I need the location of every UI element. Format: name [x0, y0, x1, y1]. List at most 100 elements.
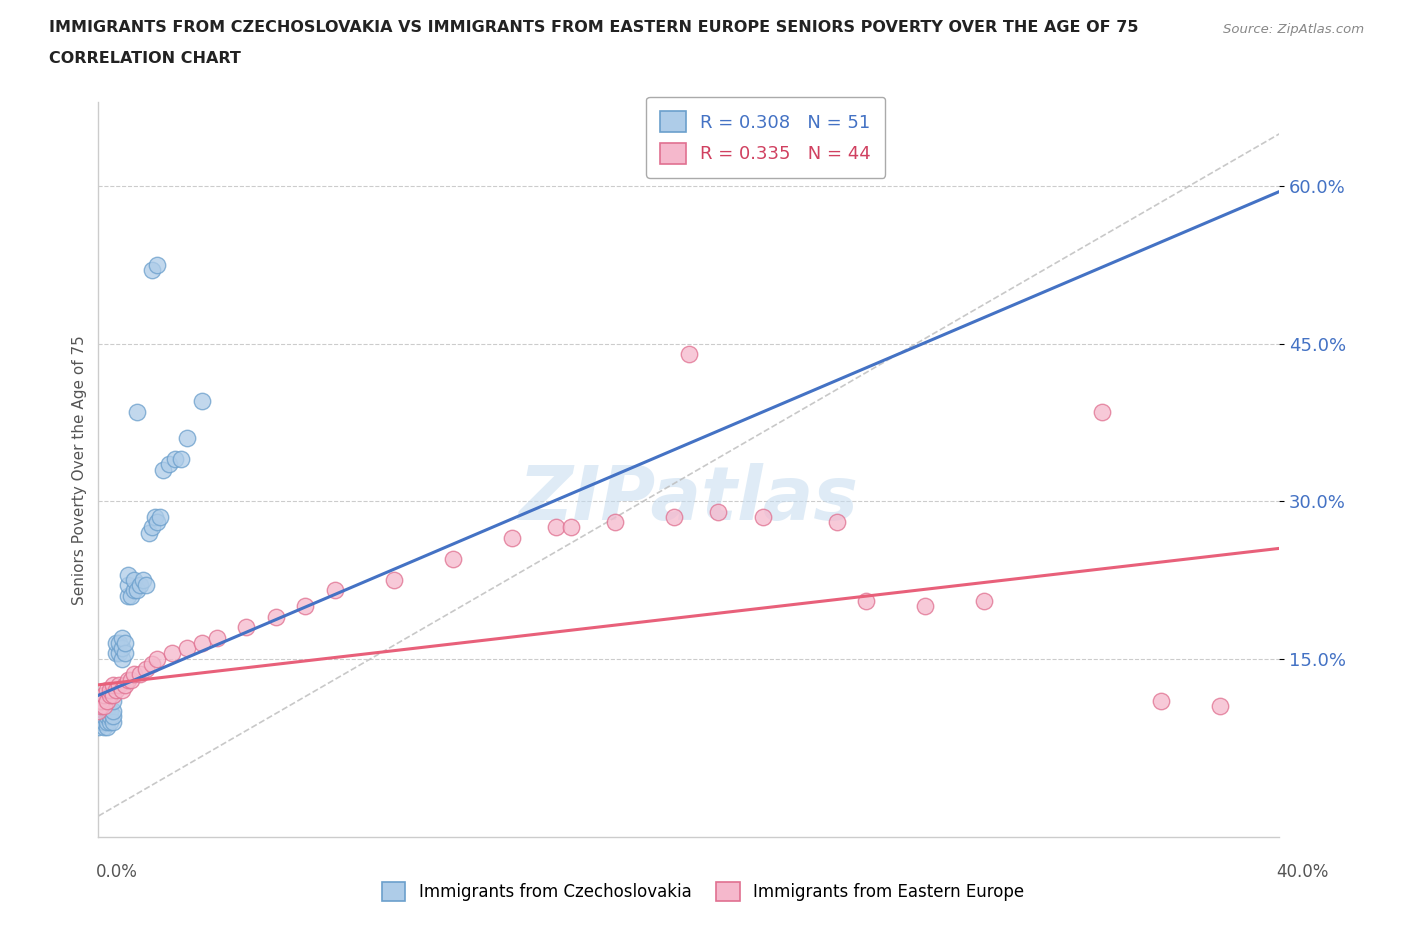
Text: ZIPatlas: ZIPatlas [519, 462, 859, 536]
Point [98, 709, 121, 724]
Point [105, 635, 128, 650]
Y-axis label: Seniors Poverty Over the Age of 75: Seniors Poverty Over the Age of 75 [72, 335, 87, 604]
Point [141, 657, 163, 671]
Point [135, 661, 157, 676]
Point [93, 688, 115, 703]
Point [108, 635, 131, 650]
Point [103, 704, 125, 719]
Point [914, 599, 936, 614]
Point [752, 510, 775, 525]
Point [93, 709, 115, 724]
Text: IMMIGRANTS FROM CZECHOSLOVAKIA VS IMMIGRANTS FROM EASTERN EUROPE SENIORS POVERTY: IMMIGRANTS FROM CZECHOSLOVAKIA VS IMMIGR… [49, 20, 1139, 35]
Point [146, 651, 169, 666]
Point [93, 714, 115, 729]
Point [1091, 405, 1114, 419]
Point [146, 258, 169, 272]
Point [96, 714, 118, 729]
Point [125, 405, 148, 419]
Point [122, 583, 145, 598]
Point [264, 609, 287, 624]
Point [191, 635, 214, 650]
Point [825, 514, 848, 529]
Point [90, 698, 112, 713]
Point [108, 646, 131, 661]
Point [90, 704, 112, 719]
Point [135, 578, 157, 592]
Point [560, 520, 582, 535]
Point [96, 683, 118, 698]
Point [117, 578, 139, 592]
Point [93, 698, 115, 713]
Legend: Immigrants from Czechoslovakia, Immigrants from Eastern Europe: Immigrants from Czechoslovakia, Immigran… [375, 875, 1031, 908]
Point [141, 520, 163, 535]
Point [605, 514, 627, 529]
Point [294, 599, 316, 614]
Text: Source: ZipAtlas.com: Source: ZipAtlas.com [1223, 23, 1364, 36]
Point [111, 683, 134, 698]
Point [205, 631, 228, 645]
Point [120, 672, 142, 687]
Point [87, 704, 110, 719]
Point [96, 704, 118, 719]
Point [117, 567, 139, 582]
Point [98, 714, 121, 729]
Point [103, 709, 125, 724]
Point [664, 510, 686, 525]
Point [98, 683, 121, 698]
Point [111, 651, 134, 666]
Text: 40.0%: 40.0% [1277, 863, 1329, 881]
Text: 0.0%: 0.0% [96, 863, 138, 881]
Point [138, 525, 160, 540]
Point [122, 573, 145, 588]
Point [103, 677, 125, 692]
Point [114, 635, 136, 650]
Point [501, 530, 523, 545]
Point [128, 667, 150, 682]
Point [117, 588, 139, 603]
Point [176, 431, 198, 445]
Point [141, 263, 163, 278]
Point [103, 693, 125, 708]
Point [1150, 693, 1173, 708]
Point [87, 709, 110, 724]
Point [441, 551, 464, 566]
Point [114, 677, 136, 692]
Point [120, 588, 142, 603]
Point [122, 667, 145, 682]
Point [111, 631, 134, 645]
Point [114, 646, 136, 661]
Point [90, 693, 112, 708]
Point [382, 573, 405, 588]
Point [98, 688, 121, 703]
Point [165, 452, 187, 467]
Point [125, 583, 148, 598]
Point [707, 504, 730, 519]
Point [90, 709, 112, 724]
Point [96, 720, 118, 735]
Point [323, 583, 346, 598]
Point [117, 672, 139, 687]
Point [111, 641, 134, 656]
Point [170, 452, 193, 467]
Text: CORRELATION CHART: CORRELATION CHART [49, 51, 240, 66]
Point [90, 714, 112, 729]
Legend: R = 0.308   N = 51, R = 0.335   N = 44: R = 0.308 N = 51, R = 0.335 N = 44 [645, 97, 886, 178]
Point [90, 698, 112, 713]
Point [98, 704, 121, 719]
Point [96, 693, 118, 708]
Point [103, 714, 125, 729]
Point [132, 573, 155, 588]
Point [235, 619, 257, 634]
Point [973, 593, 995, 608]
Point [87, 720, 110, 735]
Point [1209, 698, 1232, 713]
Point [128, 578, 150, 592]
Point [191, 394, 214, 409]
Point [157, 457, 180, 472]
Point [152, 462, 174, 477]
Point [678, 347, 700, 362]
Point [93, 704, 115, 719]
Point [93, 720, 115, 735]
Point [176, 641, 198, 656]
Point [105, 646, 128, 661]
